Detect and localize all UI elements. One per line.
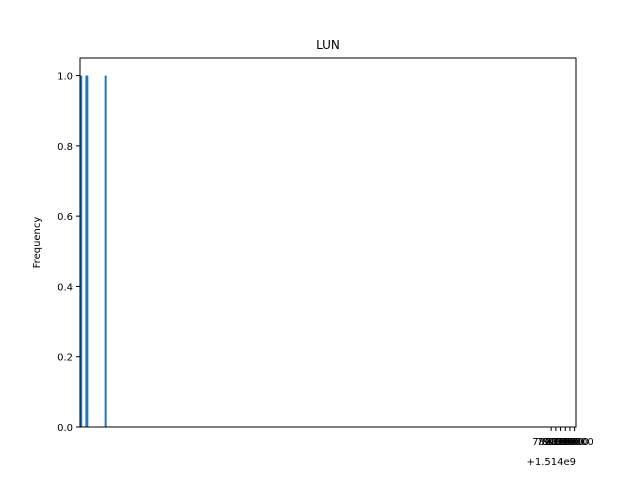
y-axis: 0.0 0.2 0.4 0.6 0.8 1.0: [57, 72, 80, 434]
y-axis-label: Frequency: [32, 217, 43, 269]
y-tick-label: 0.0: [57, 423, 73, 434]
x-tick-label: 810000: [546, 437, 584, 448]
x-tick-label: 790000: [537, 437, 575, 448]
x-offset-label: +1.514e9: [526, 457, 576, 468]
bar-0: [80, 75, 83, 428]
x-tick-label: 800000: [541, 437, 579, 448]
bar-2: [86, 75, 89, 428]
x-tick-label: 780000: [532, 437, 570, 448]
x-tick-label: 830000: [556, 437, 594, 448]
y-tick-label: 0.4: [57, 282, 73, 293]
y-tick-label: 0.8: [57, 142, 73, 153]
bar-3: [104, 75, 107, 428]
y-tick-label: 0.2: [57, 353, 73, 364]
x-tick-label: 820000: [551, 437, 589, 448]
chart-title: LUN: [316, 38, 340, 52]
bars-group: [80, 75, 107, 428]
y-tick-label: 1.0: [57, 72, 73, 83]
plot-frame: [79, 57, 577, 428]
y-tick-label: 0.6: [57, 212, 73, 223]
